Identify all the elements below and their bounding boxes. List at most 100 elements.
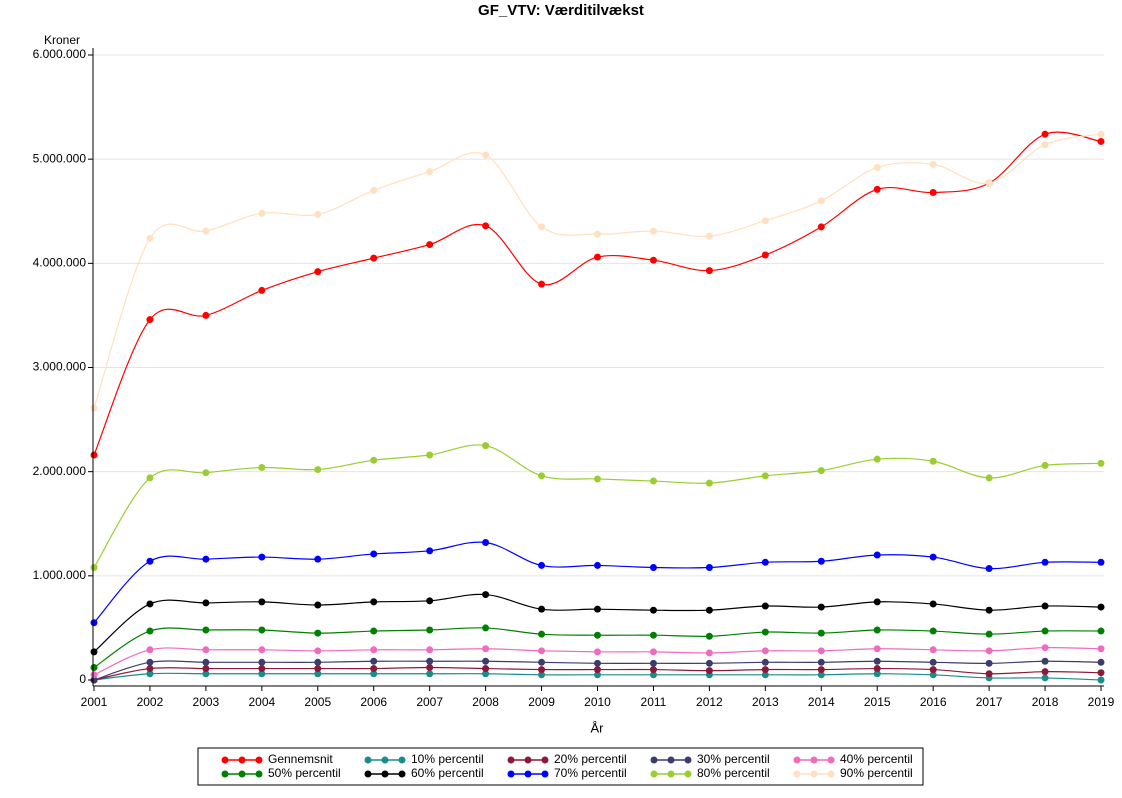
data-point [649, 227, 657, 235]
data-point [146, 474, 154, 482]
data-point [314, 658, 322, 666]
data-point [426, 597, 434, 605]
data-point [538, 630, 546, 638]
data-point [1097, 137, 1105, 145]
data-point [873, 551, 881, 559]
data-point [1097, 669, 1105, 677]
legend-marker [827, 756, 835, 764]
data-point [817, 603, 825, 611]
data-point [705, 649, 713, 657]
data-point [1097, 603, 1105, 611]
x-tick-label: 2010 [584, 695, 611, 709]
grid [93, 54, 1104, 577]
data-point [90, 564, 98, 571]
legend-label: 80% percentil [697, 766, 770, 780]
data-point [90, 664, 98, 671]
x-tick-label: 2006 [360, 695, 387, 709]
data-point [202, 670, 210, 678]
data-point [90, 676, 98, 684]
legend-marker [793, 756, 801, 764]
data-point [90, 619, 98, 627]
data-point [873, 670, 881, 678]
data-point [594, 561, 601, 569]
data-point [817, 629, 825, 637]
data-point [258, 658, 266, 666]
series-line [93, 131, 1102, 456]
data-point [90, 671, 98, 679]
legend-label: 60% percentil [411, 766, 484, 780]
data-point [538, 472, 546, 480]
data-point [538, 561, 546, 569]
data-point [370, 186, 378, 194]
data-point [649, 631, 657, 639]
data-point [1097, 676, 1105, 684]
x-tick-label: 2005 [304, 695, 331, 709]
legend-marker [255, 756, 263, 764]
data-point [649, 564, 657, 571]
data-point [594, 671, 601, 679]
data-point [538, 280, 546, 288]
data-point [817, 647, 825, 655]
data-point [538, 223, 546, 231]
data-point [817, 223, 825, 231]
data-point [649, 606, 657, 614]
data-point [817, 557, 825, 565]
data-point [146, 234, 154, 242]
x-tick-label: 2007 [416, 695, 443, 709]
data-point [258, 598, 266, 606]
data-point [482, 665, 490, 673]
data-point [929, 189, 937, 196]
data-point [1041, 461, 1049, 469]
data-point [202, 599, 210, 607]
data-point [146, 670, 154, 678]
y-tick-label: 2.000.000 [33, 464, 87, 478]
legend-label: 50% percentil [268, 766, 341, 780]
data-point [146, 646, 154, 654]
y-tick-label: 3.000.000 [33, 360, 87, 374]
data-point [538, 647, 546, 655]
data-point [1097, 645, 1105, 653]
data-point [985, 659, 993, 667]
data-point [817, 658, 825, 666]
data-point [538, 658, 546, 666]
data-point [873, 164, 881, 171]
data-point [482, 645, 490, 653]
chart-title: GF_VTV: Værditilvækst [478, 2, 644, 19]
data-point [482, 670, 490, 678]
data-point [370, 670, 378, 678]
y-tick-label: 4.000.000 [33, 256, 87, 270]
data-point [594, 631, 601, 639]
series-line [93, 444, 1102, 568]
data-point [258, 646, 266, 654]
legend-marker [238, 770, 246, 778]
legend-marker [667, 770, 675, 778]
data-point [146, 658, 154, 666]
legend-marker [541, 756, 549, 764]
data-point [985, 179, 993, 187]
data-point [314, 670, 322, 678]
x-tick-label: 2012 [696, 695, 723, 709]
data-point [258, 553, 266, 561]
data-point [929, 457, 937, 465]
data-point [929, 600, 937, 608]
data-point [314, 268, 322, 276]
data-point [873, 455, 881, 463]
y-axis-label: Kroner [44, 33, 80, 47]
legend-label: 30% percentil [697, 752, 770, 766]
data-point [202, 311, 210, 319]
data-point [202, 469, 210, 477]
x-tick-label: 2019 [1088, 695, 1115, 709]
plot [90, 130, 1105, 684]
data-point [761, 217, 769, 225]
data-point [426, 657, 434, 665]
data-point [929, 671, 937, 679]
data-point [1097, 130, 1105, 138]
data-point [761, 671, 769, 679]
data-point [146, 627, 154, 635]
x-tick-label: 2001 [81, 695, 108, 709]
data-point [426, 664, 434, 671]
data-point [258, 286, 266, 294]
legend-marker [524, 770, 532, 778]
x-tick-label: 2008 [472, 695, 499, 709]
data-point [314, 210, 322, 218]
